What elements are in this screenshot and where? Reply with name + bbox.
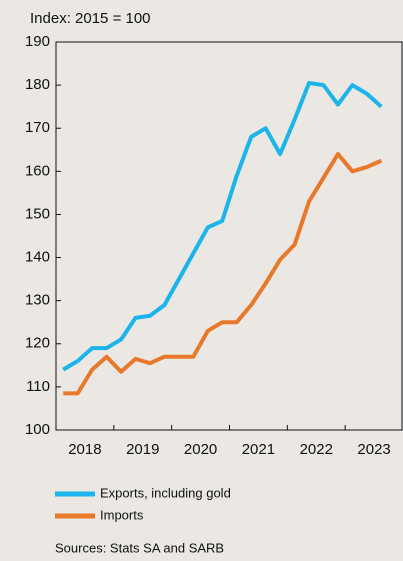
y-tick-label: 180 (25, 76, 50, 93)
y-tick-label: 130 (25, 292, 50, 309)
y-axis-title: Index: 2015 = 100 (30, 10, 151, 27)
y-tick-label: 140 (25, 249, 50, 266)
x-tick-label: 2021 (242, 441, 275, 458)
y-tick-label: 170 (25, 119, 50, 136)
x-tick-label: 2020 (184, 441, 217, 458)
legend-label: Exports, including gold (100, 485, 231, 500)
x-tick-label: 2023 (357, 441, 390, 458)
plot-frame (55, 41, 403, 431)
legend-label: Imports (100, 507, 144, 522)
y-tick-label: 120 (25, 335, 50, 352)
y-tick-label: 190 (25, 33, 50, 50)
y-tick-label: 150 (25, 205, 50, 222)
x-tick-label: 2019 (126, 441, 159, 458)
y-tick-label: 100 (25, 421, 50, 438)
series-line (63, 152, 383, 396)
x-tick-label: 2022 (300, 441, 333, 458)
y-tick-label: 160 (25, 162, 50, 179)
x-tick-label: 2018 (68, 441, 101, 458)
source: Sources: Stats SA and SARB (55, 540, 224, 555)
series-line (62, 80, 383, 372)
y-tick-label: 110 (26, 378, 50, 395)
